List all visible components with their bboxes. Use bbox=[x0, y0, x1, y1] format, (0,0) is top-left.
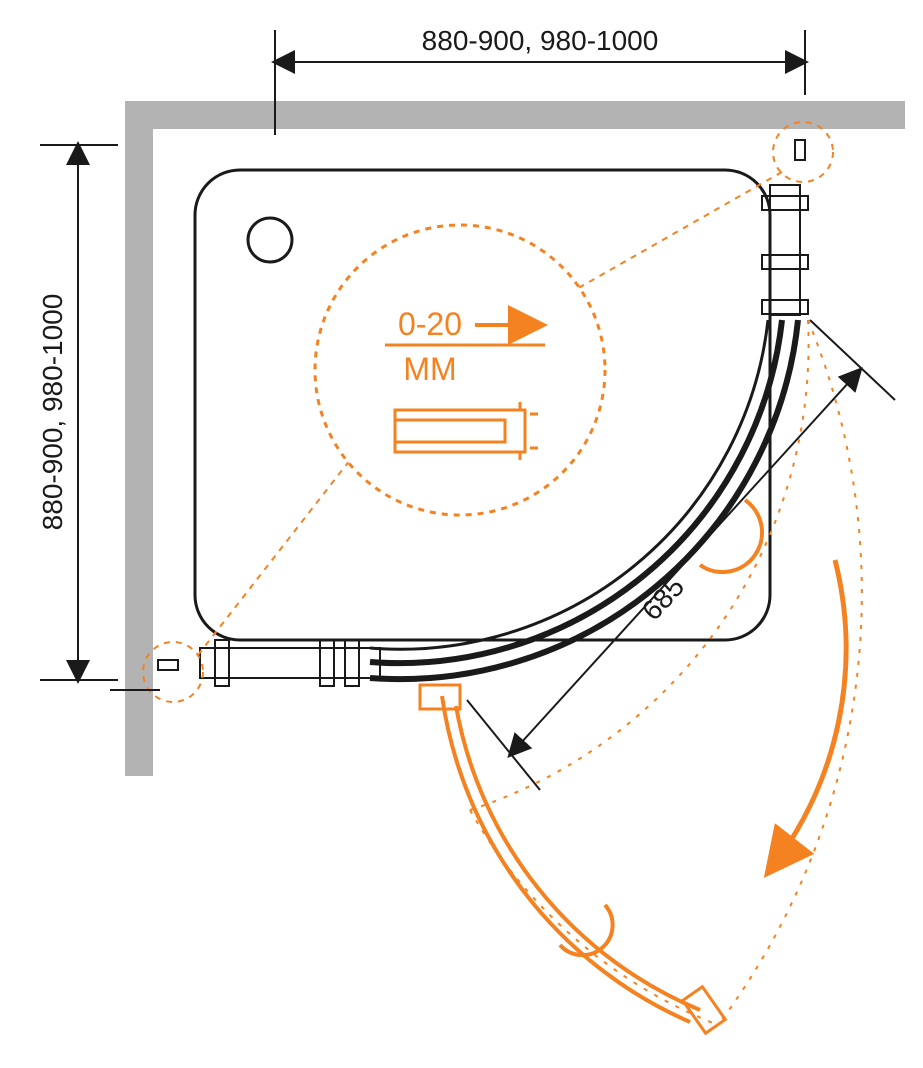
swing-arrow-icon bbox=[770, 560, 846, 870]
dimension-top-label: 880-900, 980-1000 bbox=[422, 25, 659, 56]
adjust-unit-label: MM bbox=[403, 351, 456, 387]
shower-enclosure-diagram: 880-900, 980-1000 880-900, 980-1000 bbox=[0, 0, 923, 1068]
dimension-top: 880-900, 980-1000 bbox=[275, 25, 805, 95]
dimension-left-label: 880-900, 980-1000 bbox=[37, 294, 68, 531]
dimension-left: 880-900, 980-1000 bbox=[37, 145, 118, 680]
detail-circle: 0-20 MM bbox=[315, 225, 605, 515]
drain-icon bbox=[248, 218, 292, 262]
adjust-range-label: 0-20 bbox=[398, 306, 462, 342]
